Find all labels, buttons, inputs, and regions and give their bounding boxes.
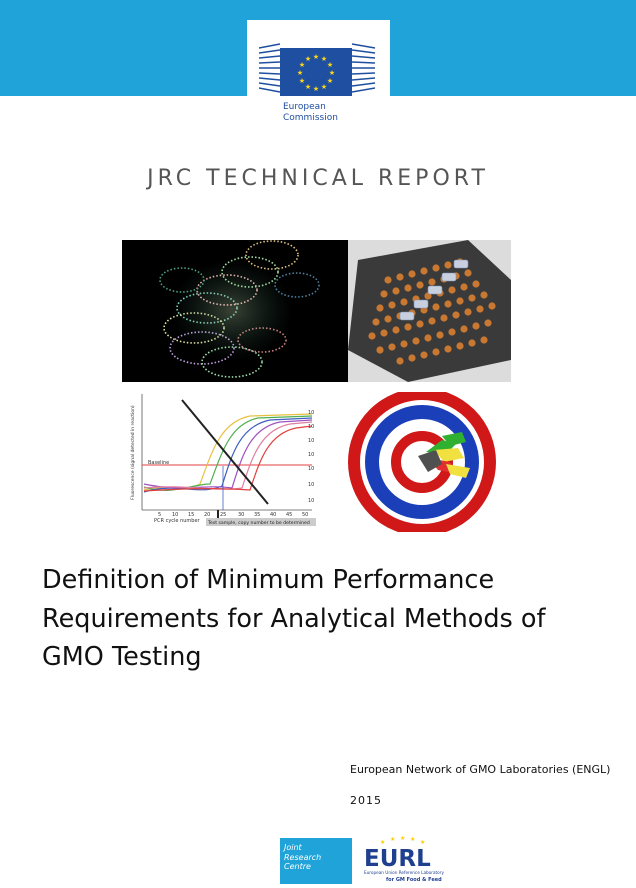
jrc-line1: Joint xyxy=(284,843,302,852)
eurl-wordmark: EURL xyxy=(364,846,431,872)
svg-text:★: ★ xyxy=(299,77,305,85)
svg-text:★: ★ xyxy=(313,53,319,61)
plot-y-tick-7: 10 xyxy=(308,498,314,504)
svg-text:★: ★ xyxy=(313,85,319,93)
publication-year: 2015 xyxy=(350,794,382,807)
svg-text:★: ★ xyxy=(321,55,327,63)
amplification-plot-image: Baseline Fluorescence (signal detected i… xyxy=(130,392,320,528)
plot-tick-10: 10 xyxy=(172,512,178,518)
ec-logo-text: European Commission xyxy=(283,102,338,124)
author-organisation: European Network of GMO Laboratories (EN… xyxy=(350,763,611,776)
title-line-3: GMO Testing xyxy=(42,642,202,672)
baseline-label: Baseline xyxy=(148,460,169,466)
svg-text:★: ★ xyxy=(329,69,335,77)
title-line-1: Definition of Minimum Performance xyxy=(42,565,495,595)
report-type-label: JRC TECHNICAL REPORT xyxy=(147,166,489,191)
eu-flag: ★ ★ ★ ★ ★ ★ ★ ★ ★ ★ ★ ★ xyxy=(280,48,352,96)
svg-text:★: ★ xyxy=(305,83,311,91)
eurl-logo: ★ ★ ★ ★ ★ EURL European Union Reference Lab… xyxy=(360,832,460,884)
eurl-subtext-2: for GM Food & Feed xyxy=(386,877,442,883)
svg-text:★: ★ xyxy=(299,61,305,69)
svg-text:★: ★ xyxy=(305,55,311,63)
svg-text:★: ★ xyxy=(390,836,395,843)
plot-y-tick-3: 10 xyxy=(308,438,314,444)
eurl-subtext-1: European Union Reference Laboratory xyxy=(364,870,444,875)
plot-tick-35: 35 xyxy=(254,512,260,518)
plot-tick-15: 15 xyxy=(188,512,194,518)
plot-callout-text: Test sample, copy number to be determine… xyxy=(207,520,310,526)
svg-text:★: ★ xyxy=(420,839,425,846)
jrc-line2: Research xyxy=(284,852,322,862)
eu-stars-icon: ★ ★★ ★★★ ★★★ ★★★ xyxy=(297,53,335,93)
plot-y-axis-label: Fluorescence (signal detected in reactio… xyxy=(130,405,136,500)
plot-tick-50: 50 xyxy=(302,512,308,518)
plot-tick-40: 40 xyxy=(270,512,276,518)
plot-tick-25: 25 xyxy=(220,512,226,518)
plot-y-tick-1: 10 xyxy=(308,410,314,416)
svg-text:★: ★ xyxy=(297,69,303,77)
plot-x-axis-label: PCR cycle number xyxy=(154,518,201,524)
svg-text:★: ★ xyxy=(321,83,327,91)
plot-y-tick-4: 10 xyxy=(308,452,314,458)
jrc-logo: Joint Research Centre xyxy=(280,838,352,884)
plot-tick-45: 45 xyxy=(286,512,292,518)
plot-tick-20: 20 xyxy=(204,512,210,518)
plot-tick-5: 5 xyxy=(158,512,161,518)
target-image xyxy=(346,388,500,536)
plot-y-tick-6: 10 xyxy=(308,482,314,488)
jrc-line3: Centre xyxy=(284,862,311,871)
svg-text:★: ★ xyxy=(410,836,415,843)
european-commission-logo: ★ ★ ★ ★ ★ ★ ★ ★ ★ ★ ★ ★ European Commission xyxy=(247,20,390,132)
plot-tick-30: 30 xyxy=(238,512,244,518)
dna-helix-image xyxy=(122,240,348,382)
ec-logo-line1: European xyxy=(283,102,326,112)
jrc-logo-text: Joint Research Centre xyxy=(284,843,321,872)
svg-text:★: ★ xyxy=(380,839,385,846)
document-title: Definition of Minimum Performance Requir… xyxy=(42,561,612,677)
plot-y-tick-5: 10 xyxy=(308,466,314,472)
svg-text:★: ★ xyxy=(400,835,405,842)
title-line-2: Requirements for Analytical Methods of xyxy=(42,603,546,634)
pcr-plate-image xyxy=(348,240,511,382)
svg-text:★: ★ xyxy=(327,61,333,69)
svg-text:★: ★ xyxy=(327,77,333,85)
ec-logo-line2: Commission xyxy=(283,113,338,123)
plot-y-tick-2: 10 xyxy=(308,424,314,430)
ec-building-lines xyxy=(258,43,376,93)
